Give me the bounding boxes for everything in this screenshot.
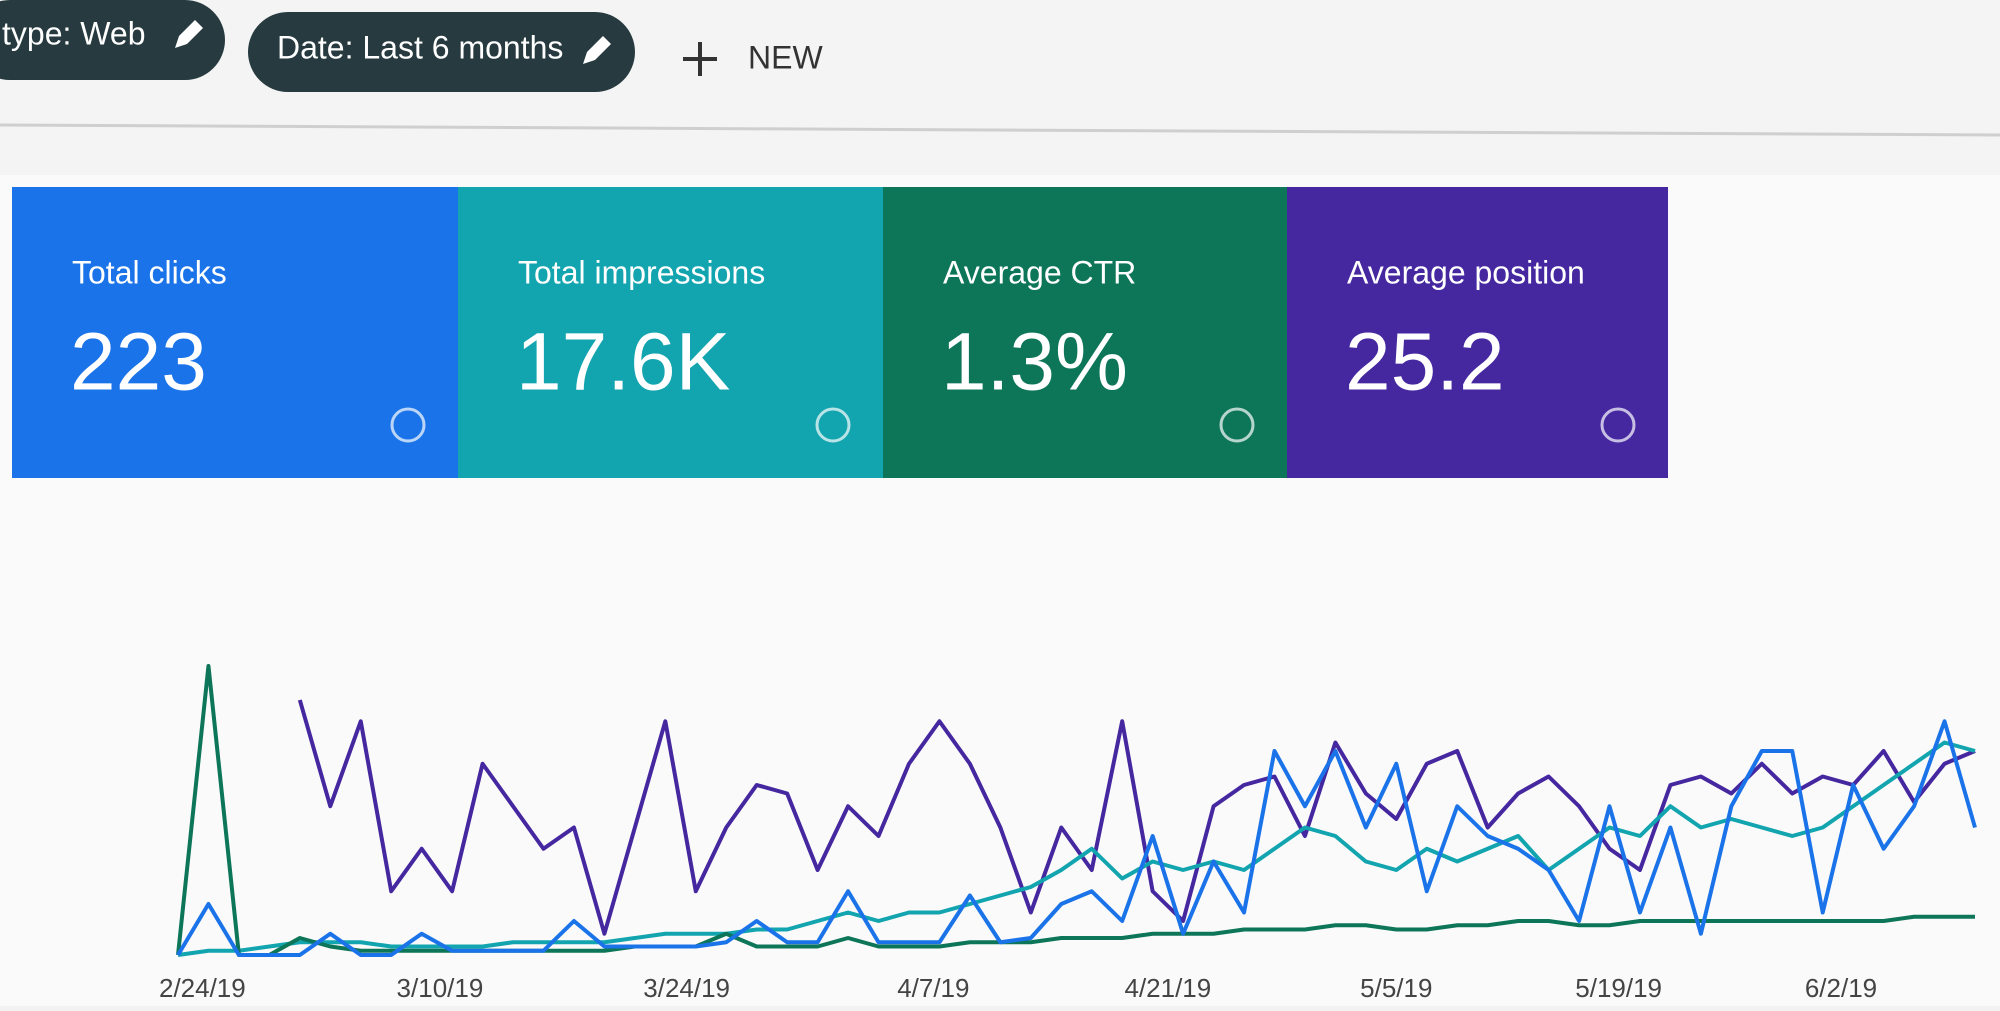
x-tick-label: 5/5/19 — [1360, 973, 1432, 1003]
metric-cards: Total clicks 223 Total impressions 17.6K Ave… — [12, 187, 1668, 478]
filter-chip[interactable] — [0, 0, 225, 80]
plus-icon — [683, 42, 717, 76]
x-tick-label: 2/24/19 — [159, 973, 246, 1003]
x-tick-label: 6/2/19 — [1805, 973, 1877, 1003]
help-icon — [1219, 407, 1255, 443]
filter-label: type: Web — [2, 15, 145, 51]
metric-value: 25.2 — [1345, 317, 1505, 408]
metric-card — [458, 187, 883, 478]
new-button[interactable]: NEW — [748, 39, 823, 75]
help-icon — [815, 407, 851, 443]
metric-value: 223 — [70, 317, 207, 408]
filter-chip[interactable] — [248, 12, 635, 92]
x-tick-label: 4/7/19 — [897, 973, 969, 1003]
help-icon — [1600, 407, 1636, 443]
metric-card — [1287, 187, 1668, 478]
x-tick-label: 3/10/19 — [397, 973, 484, 1003]
series-line — [177, 740, 1976, 957]
help-icon — [390, 407, 426, 443]
x-tick-label: 3/24/19 — [643, 973, 730, 1003]
edit-icon — [175, 20, 203, 48]
metric-card — [12, 187, 458, 478]
metric-label: Total clicks — [72, 254, 227, 290]
series-line — [297, 699, 1976, 936]
chart: 2/24/19 3/10/19 3/24/19 4/7/19 4/21/19 5/5/19… — [159, 664, 1977, 1003]
filter-label: Date: Last 6 months — [277, 29, 563, 65]
x-tick-label: 4/21/19 — [1124, 973, 1211, 1003]
series-line — [176, 719, 1977, 957]
metric-value: 17.6K — [516, 317, 730, 408]
x-tick-label: 5/19/19 — [1575, 973, 1662, 1003]
edit-icon — [583, 36, 611, 64]
metric-label: Average CTR — [943, 254, 1136, 290]
metric-value: 1.3% — [941, 317, 1128, 408]
separator — [0, 123, 2000, 137]
metric-label: Average position — [1347, 254, 1585, 290]
metric-card — [883, 187, 1287, 478]
metric-label: Total impressions — [518, 254, 765, 290]
